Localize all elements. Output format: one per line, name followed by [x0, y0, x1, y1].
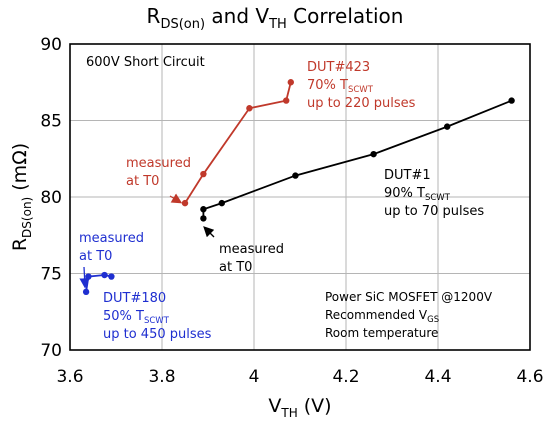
- y-tick-label: 70: [40, 341, 62, 361]
- data-point-dut180: [85, 273, 92, 280]
- data-point-dut423: [287, 79, 294, 86]
- dut423-label: DUT#423 70% TSCWT up to 220 pulses: [307, 60, 416, 111]
- info-line1: Power SiC MOSFET @1200V: [325, 290, 493, 304]
- dut180-line1: DUT#180: [103, 291, 166, 306]
- x-tick-label: 4: [249, 367, 260, 387]
- series-line-dut423: [184, 82, 292, 204]
- data-point-dut1: [508, 97, 515, 104]
- measured-black-line2: at T0: [219, 260, 252, 275]
- measured-blue-label: measured at T0: [79, 231, 144, 264]
- data-point-dut180: [108, 273, 115, 280]
- measured-red-arrow: [169, 193, 183, 204]
- x-axis-label: VTH (V): [268, 395, 331, 420]
- data-point-dut423: [246, 105, 253, 112]
- info-line2: Recommended VGS: [325, 308, 439, 325]
- y-tick-labels: 70 75 80 85 90: [40, 35, 62, 361]
- data-point-dut1: [444, 123, 451, 130]
- data-point-dut180: [101, 271, 108, 279]
- x-tick-label: 3.8: [148, 367, 175, 387]
- y-tick-label: 75: [40, 265, 62, 285]
- data-point-dut180: [82, 288, 90, 296]
- info-label: Power SiC MOSFET @1200V Recommended VGS …: [325, 290, 493, 340]
- series-layer: [82, 79, 515, 296]
- dut1-line3: up to 70 pulses: [384, 204, 484, 219]
- dut423-line1: DUT#423: [307, 60, 370, 75]
- data-point-dut1: [200, 206, 207, 213]
- data-point-dut423: [181, 199, 189, 207]
- series-line-dut1: [202, 99, 512, 219]
- measured-red-label: measured at T0: [126, 156, 191, 189]
- dut180-line2: 50% TSCWT: [103, 309, 170, 326]
- dut423-line3: up to 220 pulses: [307, 96, 416, 111]
- x-tick-label: 3.6: [56, 367, 83, 387]
- dut1-line1: DUT#1: [384, 168, 431, 183]
- data-point-dut1: [200, 215, 207, 222]
- plot-frame: [69, 43, 531, 351]
- y-tick-label: 90: [40, 35, 62, 55]
- measured-blue-line2: at T0: [79, 249, 112, 264]
- corner-label: 600V Short Circuit: [86, 55, 205, 70]
- measured-red-line2: at T0: [126, 174, 159, 189]
- dut423-line2: 70% TSCWT: [307, 78, 374, 95]
- chart-title: RDS(on) and VTH Correlation: [147, 4, 404, 32]
- measured-red-line1: measured: [126, 156, 191, 171]
- x-tick-label: 4.4: [424, 367, 451, 387]
- data-point-dut423: [283, 97, 290, 104]
- y-axis-label: RDS(on) (mΩ): [9, 143, 34, 251]
- info-line3: Room temperature: [325, 326, 438, 340]
- y-tick-label: 80: [40, 188, 62, 208]
- measured-blue-line1: measured: [79, 231, 144, 246]
- data-point-dut1: [292, 172, 299, 179]
- x-tick-labels: 3.6 3.8 4 4.2 4.4 4.6: [56, 367, 543, 387]
- dut1-line2: 90% TSCWT: [384, 186, 451, 203]
- x-tick-label: 4.2: [332, 367, 359, 387]
- data-point-dut1: [218, 199, 225, 207]
- measured-blue-arrow: [79, 266, 90, 289]
- measured-black-label: measured at T0: [219, 242, 284, 275]
- data-point-dut423: [200, 170, 207, 178]
- measured-black-line1: measured: [219, 242, 284, 257]
- dut1-label: DUT#1 90% TSCWT up to 70 pulses: [384, 168, 484, 219]
- dut180-label: DUT#180 50% TSCWT up to 450 pulses: [103, 291, 212, 342]
- data-point-dut1: [370, 150, 377, 158]
- dut180-line3: up to 450 pulses: [103, 327, 212, 342]
- y-tick-label: 85: [40, 112, 62, 132]
- measured-black-arrow: [203, 226, 215, 238]
- x-tick-label: 4.6: [516, 367, 543, 387]
